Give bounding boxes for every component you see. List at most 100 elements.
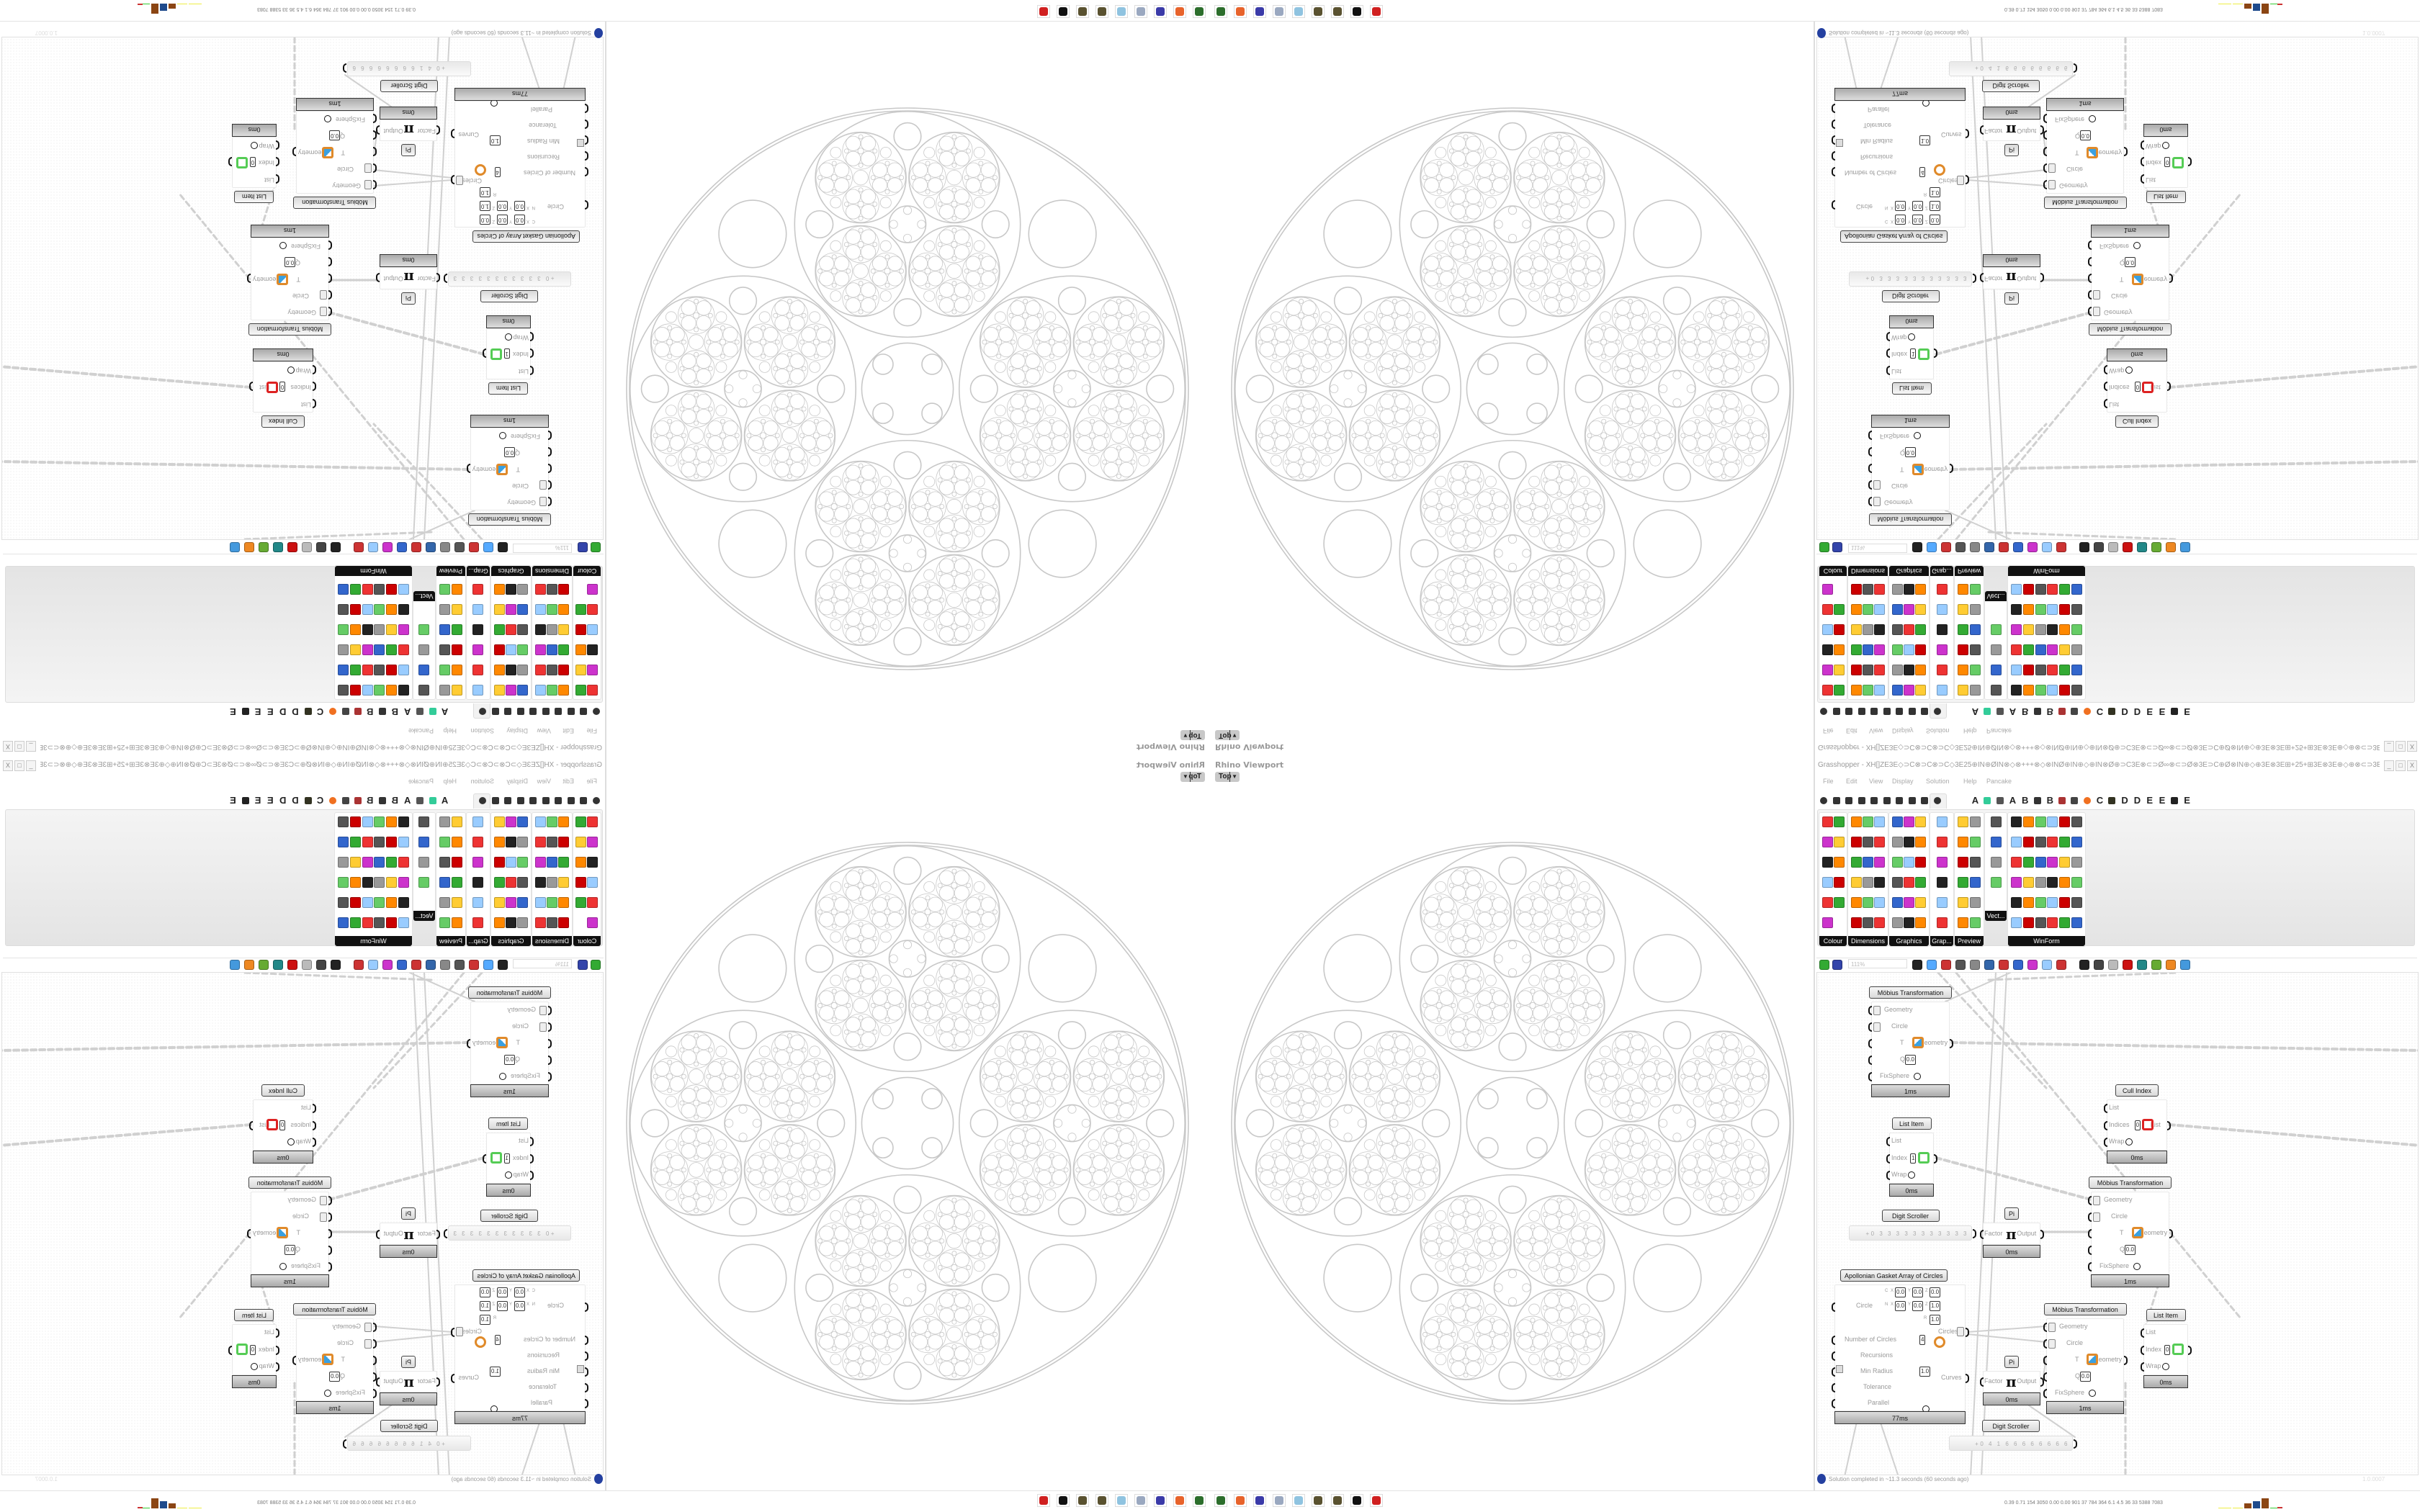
component-title[interactable]: List Item: [2146, 191, 2186, 203]
canvas-tool-icon[interactable]: [2013, 960, 2023, 970]
component-icon[interactable]: [2010, 857, 2022, 868]
tab-e[interactable]: E: [2146, 706, 2154, 717]
toggle-off[interactable]: [250, 141, 258, 149]
green-crystal-icon[interactable]: [1984, 797, 1991, 804]
output-grip[interactable]: [444, 1229, 447, 1238]
input-grip[interactable]: [1832, 1367, 1835, 1377]
output-grip[interactable]: [1934, 1153, 1937, 1164]
component-icon[interactable]: [2035, 685, 2046, 696]
scroll-icon[interactable]: [1273, 1494, 1286, 1507]
component-icon[interactable]: [374, 685, 385, 696]
tab-b[interactable]: B: [367, 795, 374, 806]
component-icon[interactable]: [493, 624, 505, 635]
component-mobius[interactable]: [1871, 1002, 1950, 1084]
output-grip[interactable]: [467, 1038, 470, 1048]
component-title[interactable]: List Item: [2146, 1309, 2186, 1321]
component-icon[interactable]: [349, 665, 361, 675]
menu-view[interactable]: View: [537, 778, 551, 785]
component-icon[interactable]: [587, 604, 599, 615]
eye-icon[interactable]: [1933, 797, 1941, 804]
component-icon[interactable]: [1821, 665, 1833, 675]
hook-icon[interactable]: [1870, 797, 1878, 804]
component-icon[interactable]: [472, 624, 484, 635]
component-icon[interactable]: [2059, 604, 2071, 615]
component-icon[interactable]: [2071, 897, 2083, 908]
canvas-tool-icon[interactable]: [2123, 960, 2133, 970]
input-grip[interactable]: [1832, 200, 1835, 210]
canvas-tool-icon[interactable]: [382, 960, 393, 970]
component-title[interactable]: Cull Index: [261, 1084, 305, 1097]
component-icon[interactable]: [506, 897, 516, 908]
component-icon[interactable]: [547, 837, 557, 847]
input-value[interactable]: 0.0: [329, 1371, 341, 1382]
red-badge-icon[interactable]: [1370, 5, 1383, 18]
notepad-icon[interactable]: [1115, 5, 1128, 18]
output-grip[interactable]: [451, 129, 454, 138]
output-grip[interactable]: [451, 175, 454, 184]
shield-icon[interactable]: [354, 708, 362, 715]
component-icon[interactable]: [575, 644, 587, 655]
menu-edit[interactable]: Edit: [1846, 727, 1857, 734]
dotted-square-icon[interactable]: [2170, 797, 2178, 804]
gear-skull-icon[interactable]: [416, 797, 424, 804]
component-icon[interactable]: [418, 685, 430, 696]
component-icon[interactable]: [1874, 816, 1886, 827]
input-grip[interactable]: [2141, 1328, 2144, 1338]
component-pi[interactable]: [1983, 1223, 2040, 1245]
component-icon[interactable]: [452, 917, 462, 928]
tab-a[interactable]: A: [441, 795, 449, 806]
component-icon[interactable]: [2047, 644, 2058, 655]
component-icon[interactable]: [374, 584, 385, 595]
component-icon[interactable]: [575, 837, 587, 847]
tab-c[interactable]: C: [2096, 795, 2104, 806]
component-icon[interactable]: [1958, 584, 1968, 595]
close-button[interactable]: X: [3, 741, 13, 752]
component-title[interactable]: List Item: [234, 191, 274, 203]
floppy-64-icon[interactable]: [1154, 1494, 1167, 1507]
input-grip[interactable]: [548, 1055, 552, 1065]
canvas-tool-icon[interactable]: [259, 542, 269, 552]
canvas-tool-icon[interactable]: [2094, 542, 2104, 552]
component-icon[interactable]: [1821, 816, 1833, 827]
input-grip[interactable]: [2088, 257, 2092, 267]
input-value[interactable]: 0.0: [2124, 1244, 2136, 1255]
grasshopper-canvas[interactable]: Möbius Transformation Geometry Circle T Q 0.0…: [1, 37, 604, 540]
component-icon[interactable]: [517, 837, 529, 847]
component-title[interactable]: List Item: [1891, 382, 1932, 395]
component-icon[interactable]: [575, 665, 587, 675]
panel-label[interactable]: Grap...: [1930, 566, 1953, 576]
close-button[interactable]: X: [2407, 760, 2417, 771]
toggle-off[interactable]: [2125, 366, 2133, 374]
firefox-icon[interactable]: [1234, 5, 1247, 18]
component-icon[interactable]: [2047, 624, 2058, 635]
panel-label[interactable]: Graphics: [491, 566, 531, 576]
circle-n-z-value[interactable]: 1.0: [1930, 201, 1941, 211]
input-grip[interactable]: [2104, 399, 2107, 409]
component-icon[interactable]: [1863, 584, 1873, 595]
scissors-icon[interactable]: [1908, 708, 1916, 715]
component-icon[interactable]: [1833, 877, 1845, 888]
component-icon[interactable]: [386, 816, 398, 827]
component-icon[interactable]: [517, 665, 529, 675]
component-icon[interactable]: [1958, 816, 1968, 827]
component-icon[interactable]: [1915, 877, 1927, 888]
component-icon[interactable]: [386, 604, 398, 615]
input-grip[interactable]: [1980, 1229, 1984, 1239]
component-icon[interactable]: [493, 816, 505, 827]
component-icon[interactable]: [1970, 624, 1981, 635]
input-value[interactable]: 0: [249, 1344, 256, 1355]
menu-file[interactable]: File: [586, 778, 597, 785]
component-icon[interactable]: [374, 917, 385, 928]
tab-e[interactable]: E: [254, 795, 261, 806]
component-icon[interactable]: [452, 837, 462, 847]
component-icon[interactable]: [1970, 897, 1981, 908]
input-grip[interactable]: [1980, 273, 1984, 283]
component-icon[interactable]: [439, 877, 450, 888]
canvas-tool-icon[interactable]: [2151, 542, 2161, 552]
input-grip[interactable]: [2104, 382, 2107, 392]
tab-b[interactable]: B: [391, 706, 399, 717]
output-grip[interactable]: [483, 348, 486, 359]
component-icon[interactable]: [1874, 604, 1886, 615]
tab-a[interactable]: A: [441, 706, 449, 717]
component-icon[interactable]: [2035, 877, 2046, 888]
